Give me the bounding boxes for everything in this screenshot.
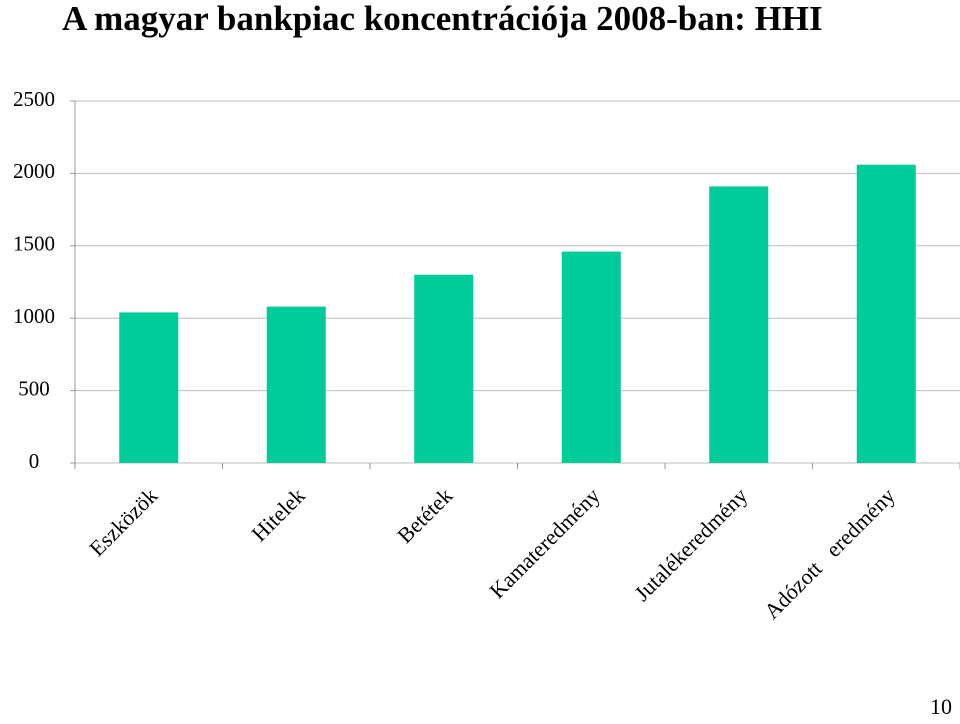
- y-tick-label: 0: [29, 449, 40, 473]
- bar: [266, 306, 326, 463]
- bar: [856, 164, 916, 463]
- y-tick-label: 1500: [13, 232, 55, 256]
- bar: [414, 274, 474, 463]
- chart-title: A magyar bankpiac koncentrációja 2008-ba…: [62, 0, 823, 38]
- x-tick-label: Eszközök: [84, 483, 162, 561]
- bar: [561, 251, 621, 463]
- page-number: 10: [930, 694, 952, 719]
- y-tick-label: 1000: [13, 304, 55, 328]
- x-tick-label: Jutalékeredmény: [629, 483, 752, 606]
- bar: [709, 186, 769, 463]
- y-tick-label: 2000: [13, 159, 55, 183]
- x-tick-label: Adózott eredmény: [759, 483, 900, 624]
- x-tick-label: Betétek: [392, 483, 457, 548]
- bar: [119, 312, 179, 463]
- y-tick-label: 2500: [13, 87, 55, 111]
- x-tick-label: Hitelek: [246, 483, 309, 546]
- x-tick-label: Kamateredmény: [484, 483, 604, 603]
- y-tick-label: 500: [18, 376, 50, 400]
